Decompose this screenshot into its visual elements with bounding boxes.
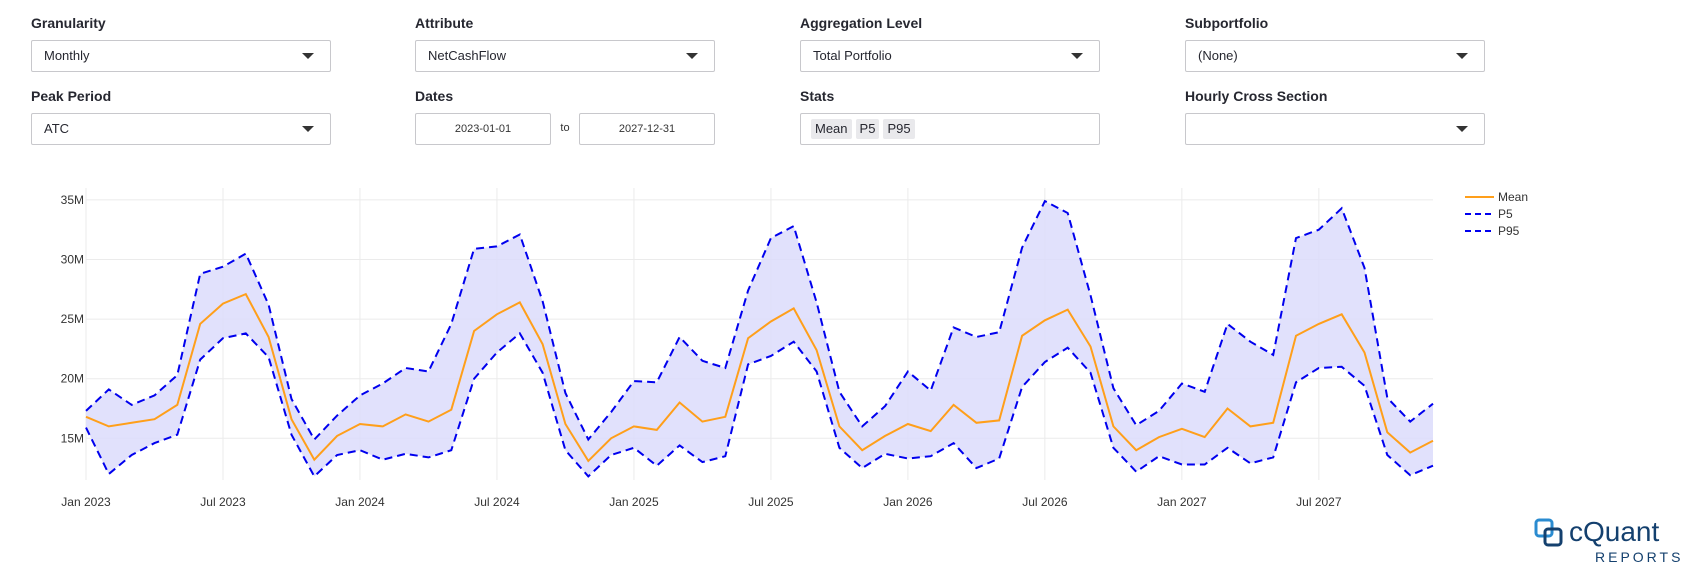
y-tick-label: 35M bbox=[61, 193, 84, 207]
attribute-value: NetCashFlow bbox=[428, 48, 507, 63]
chevron-down-icon bbox=[1456, 126, 1468, 132]
chevron-down-icon bbox=[686, 53, 698, 59]
y-tick-label: 30M bbox=[61, 253, 84, 267]
stats-multiselect[interactable]: Mean P5 P95 bbox=[800, 113, 1100, 145]
attribute-select[interactable]: NetCashFlow bbox=[415, 40, 715, 72]
p5-line[interactable] bbox=[85, 331, 1434, 479]
granularity-select[interactable]: Monthly bbox=[31, 40, 331, 72]
subportfolio-control: Subportfolio (None) bbox=[1185, 14, 1485, 72]
y-tick-label: 25M bbox=[61, 312, 84, 326]
chevron-down-icon bbox=[302, 126, 314, 132]
net-cash-flow-chart[interactable]: 15M 20M 25M 30M 35M Jan 2023 Jul 2023 Jan 2024… bbox=[0, 170, 1691, 515]
p95-line[interactable] bbox=[85, 199, 1434, 442]
date-range: 2023-01-01 to 2027-12-31 bbox=[415, 113, 715, 145]
chart-legend: Mean P5 P95 bbox=[1465, 190, 1528, 238]
granularity-control: Granularity Monthly bbox=[31, 14, 331, 72]
granularity-label: Granularity bbox=[31, 15, 106, 31]
p5-p95-band bbox=[86, 201, 1433, 477]
cquant-logo: cQuant REPORTS bbox=[1533, 515, 1683, 567]
mean-line[interactable] bbox=[85, 292, 1434, 463]
chevron-down-icon bbox=[302, 53, 314, 59]
logo-name: cQuant bbox=[1569, 516, 1660, 547]
stats-tag-p95[interactable]: P95 bbox=[883, 119, 915, 139]
legend-label: P95 bbox=[1498, 224, 1520, 238]
legend-label: Mean bbox=[1498, 190, 1528, 204]
granularity-value: Monthly bbox=[44, 48, 90, 63]
stats-label: Stats bbox=[800, 88, 835, 104]
dates-label: Dates bbox=[415, 88, 454, 104]
peak-period-value: ATC bbox=[44, 121, 70, 136]
y-tick-label: 15M bbox=[61, 431, 84, 445]
start-date-input[interactable]: 2023-01-01 bbox=[415, 113, 551, 145]
end-date-input[interactable]: 2027-12-31 bbox=[579, 113, 715, 145]
chevron-down-icon bbox=[1071, 53, 1083, 59]
x-tick-label: Jan 2023 bbox=[61, 495, 111, 509]
x-tick-label: Jul 2025 bbox=[748, 495, 794, 509]
attribute-label: Attribute bbox=[415, 15, 474, 31]
hourly-label: Hourly Cross Section bbox=[1185, 88, 1328, 104]
x-tick-label: Jul 2024 bbox=[474, 495, 520, 509]
subportfolio-value: (None) bbox=[1198, 48, 1238, 63]
x-tick-label: Jul 2026 bbox=[1022, 495, 1068, 509]
chevron-down-icon bbox=[1456, 53, 1468, 59]
aggregation-value: Total Portfolio bbox=[813, 48, 892, 63]
aggregation-select[interactable]: Total Portfolio bbox=[800, 40, 1100, 72]
x-tick-label: Jul 2023 bbox=[200, 495, 246, 509]
aggregation-label: Aggregation Level bbox=[800, 15, 923, 31]
stats-control: Stats Mean P5 P95 bbox=[800, 87, 1100, 145]
peak-period-select[interactable]: ATC bbox=[31, 113, 331, 145]
stats-tag-p5[interactable]: P5 bbox=[855, 119, 880, 139]
logo-sub: REPORTS bbox=[1595, 549, 1684, 565]
x-tick-label: Jan 2025 bbox=[609, 495, 659, 509]
x-tick-label: Jan 2027 bbox=[1157, 495, 1207, 509]
y-tick-label: 20M bbox=[61, 372, 84, 386]
x-tick-label: Jan 2024 bbox=[335, 495, 385, 509]
x-tick-label: Jan 2026 bbox=[883, 495, 933, 509]
logo-mark-icon bbox=[1534, 518, 1563, 547]
aggregation-control: Aggregation Level Total Portfolio bbox=[800, 14, 1100, 72]
stats-tag-mean[interactable]: Mean bbox=[811, 119, 852, 139]
peak-period-control: Peak Period ATC bbox=[31, 87, 331, 145]
subportfolio-label: Subportfolio bbox=[1185, 15, 1269, 31]
date-separator: to bbox=[560, 122, 570, 134]
subportfolio-select[interactable]: (None) bbox=[1185, 40, 1485, 72]
hourly-control: Hourly Cross Section bbox=[1185, 87, 1485, 145]
hourly-select[interactable] bbox=[1185, 113, 1485, 145]
x-tick-label: Jul 2027 bbox=[1296, 495, 1342, 509]
y-axis-ticks: 15M 20M 25M 30M 35M bbox=[61, 193, 84, 445]
legend-label: P5 bbox=[1498, 207, 1513, 221]
peak-period-label: Peak Period bbox=[31, 88, 112, 104]
dates-control: Dates 2023-01-01 to 2027-12-31 bbox=[415, 87, 715, 145]
x-axis-ticks: Jan 2023 Jul 2023 Jan 2024 Jul 2024 Jan 2025… bbox=[61, 495, 1342, 509]
attribute-control: Attribute NetCashFlow bbox=[415, 14, 715, 72]
